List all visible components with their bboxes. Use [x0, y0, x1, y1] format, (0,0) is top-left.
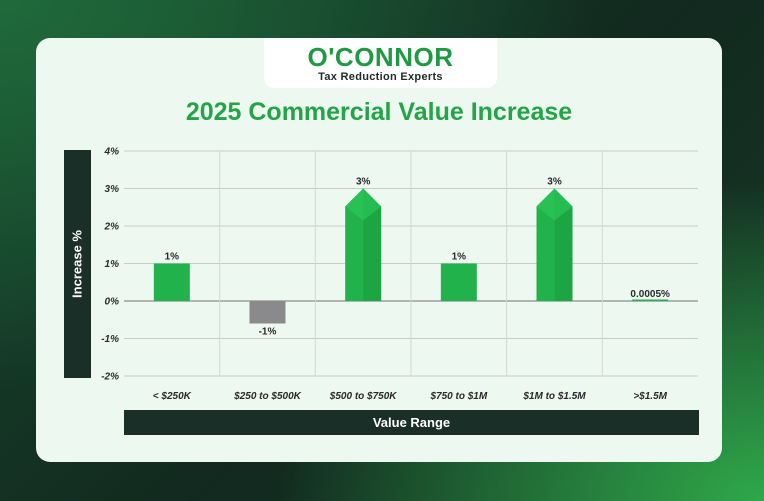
logo-name: O'CONNOR — [307, 42, 454, 72]
bar-cap — [536, 188, 573, 221]
bar — [249, 301, 286, 324]
x-tick-label: $250 to $500K — [233, 391, 301, 402]
data-label: 3% — [356, 177, 371, 188]
data-label: 1% — [452, 252, 467, 263]
y-tick-label: 0% — [105, 297, 120, 308]
x-tick-label: $1M to $1.5M — [522, 391, 586, 402]
x-axis-label: Value Range — [124, 410, 699, 435]
y-axis-label-box — [64, 150, 91, 378]
x-tick-label: < $250K — [153, 391, 192, 402]
y-tick-label: 2% — [104, 222, 120, 233]
y-tick-label: 1% — [105, 259, 120, 270]
y-tick-label: 4% — [104, 147, 120, 158]
x-tick-label: >$1.5M — [633, 391, 667, 402]
logo: O'CONNOR Tax Reduction Experts — [264, 38, 497, 88]
bar-cap — [345, 188, 382, 221]
bar — [632, 299, 669, 301]
y-tick-label: -2% — [101, 372, 119, 383]
data-label: 1% — [165, 252, 180, 263]
chart-title: 2025 Commercial Value Increase — [185, 98, 573, 126]
data-label: -1% — [259, 327, 277, 338]
bar — [440, 263, 477, 301]
x-tick-label: $750 to $1M — [429, 391, 487, 402]
bar — [153, 263, 190, 301]
data-label: 0.0005% — [630, 289, 670, 300]
data-label: 3% — [547, 177, 562, 188]
logo-tagline: Tax Reduction Experts — [318, 71, 443, 83]
y-tick-label: -1% — [101, 334, 119, 345]
x-tick-label: $500 to $750K — [329, 391, 397, 402]
y-tick-label: 3% — [105, 184, 120, 195]
